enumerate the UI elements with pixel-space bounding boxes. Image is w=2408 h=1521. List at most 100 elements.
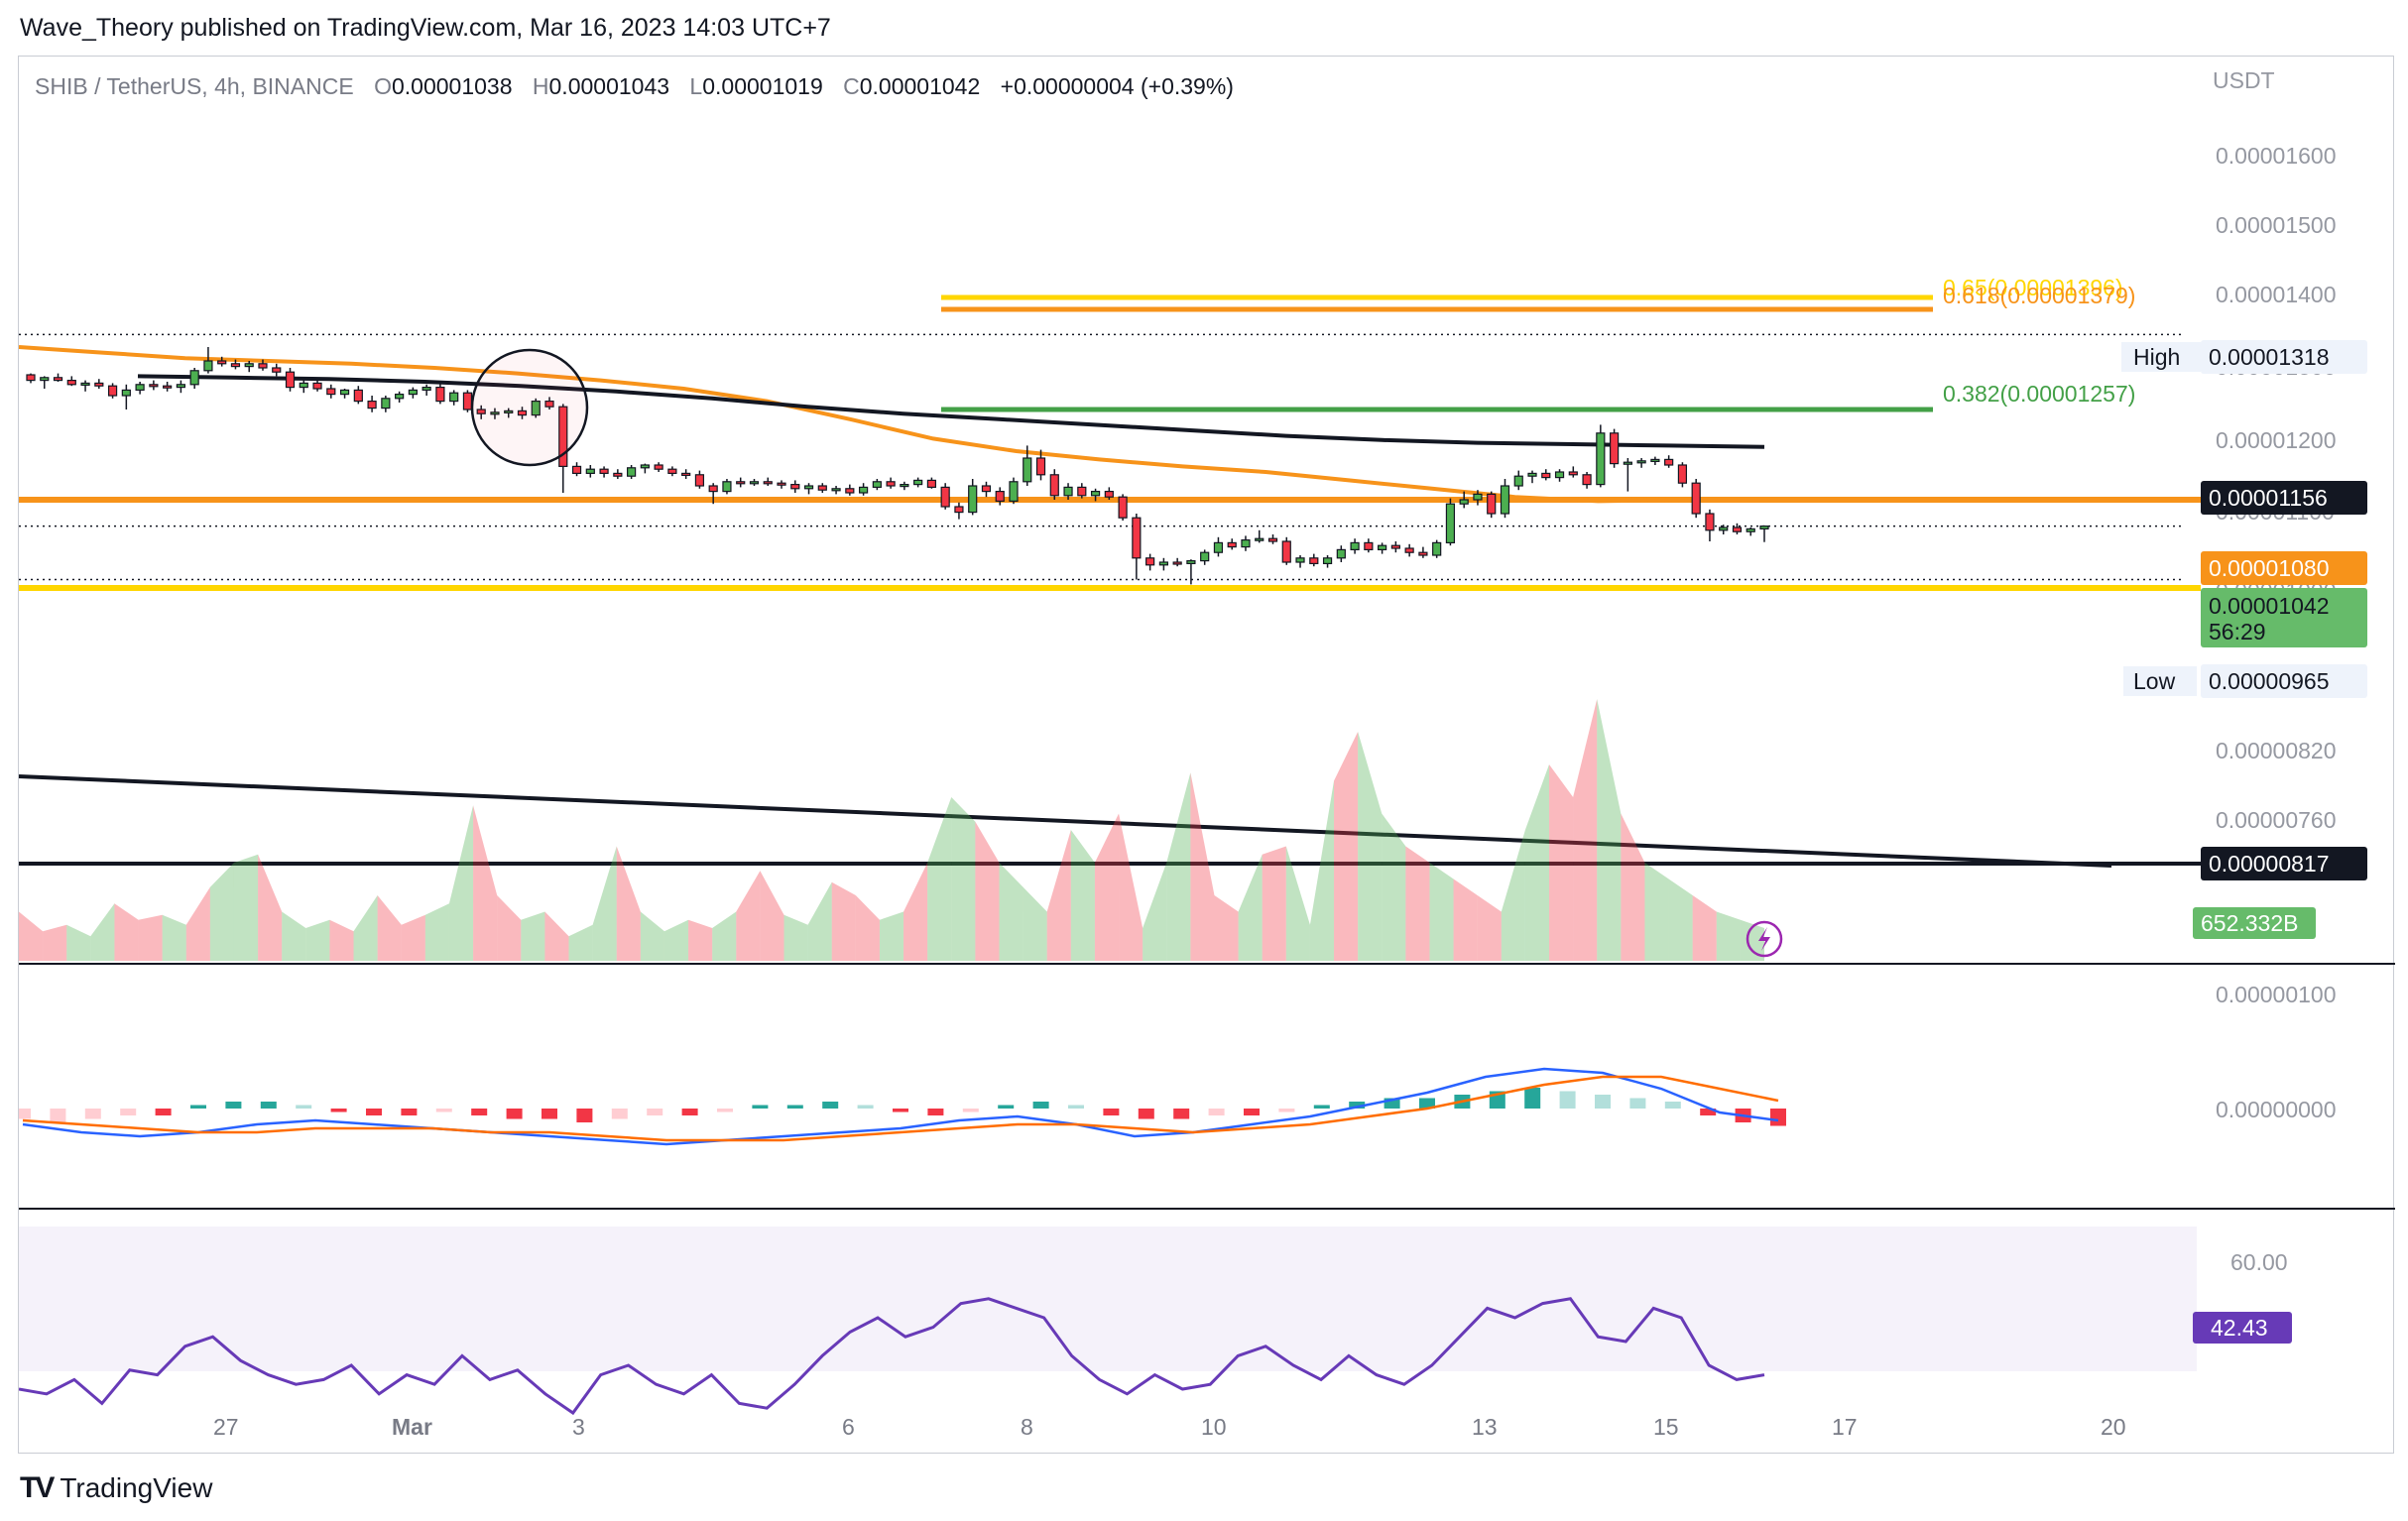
last-price-bg (2201, 588, 2367, 647)
candle-body (1500, 485, 1510, 515)
candle-body (708, 485, 718, 493)
volume-area (138, 914, 163, 961)
candle-body (1309, 557, 1319, 564)
volume-area (1119, 813, 1144, 961)
candle-body (462, 392, 473, 410)
volume-area (1046, 830, 1071, 961)
candle-body (272, 367, 282, 373)
candle-body (121, 389, 131, 397)
rsi-tick-label: 60.00 (2230, 1249, 2288, 1275)
candle-body (80, 382, 90, 386)
time-tick-label: 3 (572, 1414, 585, 1440)
open-value: 0.00001038 (392, 73, 513, 99)
candle-body (640, 464, 650, 469)
tradingview-logo[interactable]: TV TradingView (20, 1471, 212, 1505)
macd-histogram-bar (225, 1102, 242, 1109)
candle-body (926, 479, 937, 488)
candle-body (26, 374, 36, 382)
candle-body (176, 384, 186, 389)
volume-area (1309, 780, 1335, 961)
rsi-value-bg (2193, 1312, 2292, 1344)
volume-area (66, 924, 91, 961)
candle-body (1172, 561, 1182, 565)
candle-body (1554, 471, 1565, 479)
chart-svg[interactable]: 0.65(0.00001396)0.618(0.00001379) 0.382(0… (19, 57, 2395, 1455)
candle-body (1432, 541, 1442, 556)
macd-histogram-bar (260, 1102, 277, 1109)
volume-area (282, 911, 306, 961)
candle-body (1719, 526, 1729, 531)
volume-area (1477, 895, 1502, 961)
macd-histogram-bar (681, 1109, 698, 1115)
candle-body (1350, 541, 1360, 550)
low-label-bg (2123, 666, 2197, 696)
candle-body (517, 410, 528, 416)
time-tick-label: 15 (1653, 1414, 1679, 1440)
support-tag: 0.00000817 (2209, 851, 2330, 877)
macd-histogram-bar (19, 1109, 31, 1119)
fib-label: 0.65(0.00001396) (1943, 275, 2123, 300)
candle-body (749, 481, 760, 485)
macd-histogram-bar (822, 1102, 839, 1109)
macd-histogram-bar (296, 1105, 312, 1109)
rsi-value-tag: 42.43 (2211, 1315, 2268, 1341)
candle-body (1227, 541, 1237, 548)
symbol-label: SHIB / TetherUS, 4h, BINANCE (35, 73, 354, 99)
volume-area (19, 911, 44, 961)
macd-histogram-bar (1278, 1109, 1295, 1112)
volume-area (1070, 830, 1095, 961)
macd-histogram-bar (1419, 1098, 1435, 1109)
rsi-pane[interactable]: 60.00 42.43 (19, 1227, 2292, 1416)
volume-area (497, 895, 522, 961)
volume-area (592, 846, 617, 961)
candle-body (1418, 551, 1428, 556)
close-value: 0.00001042 (860, 73, 981, 99)
last-price-tag: 0.00001042 (2209, 593, 2330, 619)
volume-area (1524, 764, 1550, 961)
macd-histogram-bar (506, 1109, 523, 1119)
macd-histogram-bar (1524, 1088, 1541, 1109)
volume-area (1501, 830, 1525, 961)
candle-body (149, 384, 159, 388)
candle-body (1295, 557, 1305, 563)
candle-body (981, 485, 992, 493)
volume-area (305, 919, 330, 961)
candle-body (531, 401, 541, 416)
ema200-tag: 0.00001156 (2209, 485, 2328, 511)
candle-body (1077, 486, 1087, 497)
close-label: C (843, 73, 860, 99)
macd-histogram-bar (1208, 1109, 1225, 1115)
candle-body (1473, 493, 1483, 501)
volume-area (1668, 878, 1693, 961)
volume-area (353, 895, 378, 961)
price-pane[interactable]: 0.65(0.00001396)0.618(0.00001379) 0.382(0… (19, 275, 2201, 961)
volume-area (544, 911, 569, 961)
macd-histogram-bar (786, 1105, 803, 1109)
macd-histogram-bar (330, 1109, 347, 1112)
time-tick-label: 8 (1021, 1414, 1033, 1440)
candle-body (1636, 460, 1646, 464)
macd-histogram-bar (1595, 1095, 1611, 1109)
price-tick-label: 0.00001600 (2216, 143, 2337, 169)
volume-area (760, 871, 784, 961)
candle-body (449, 392, 459, 403)
candle-body (244, 363, 254, 368)
volume-area (329, 919, 354, 961)
macd-histogram-bar (998, 1105, 1015, 1109)
candle-body (831, 488, 841, 492)
macd-histogram-bar (471, 1109, 488, 1115)
volume-tag-bg (2193, 907, 2316, 939)
volume-area (1405, 846, 1430, 961)
candle-body (66, 380, 76, 386)
candle-body (490, 411, 500, 415)
volume-area (999, 863, 1023, 961)
candle-body (1664, 458, 1674, 466)
candle-body (1404, 547, 1414, 553)
macd-histogram-bar (893, 1109, 908, 1112)
volume-tag: 652.332B (2201, 910, 2298, 936)
candle-body (1322, 557, 1333, 564)
time-axis[interactable]: 27 Mar 3 6 8 10 13 15 17 20 (213, 1414, 2126, 1440)
macd-pane[interactable]: 0.00000100 0.00000000 (19, 982, 2337, 1146)
candle-body (1241, 539, 1251, 548)
candle-body (613, 472, 623, 477)
